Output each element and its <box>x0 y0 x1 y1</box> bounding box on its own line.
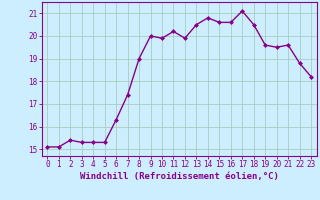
X-axis label: Windchill (Refroidissement éolien,°C): Windchill (Refroidissement éolien,°C) <box>80 172 279 181</box>
